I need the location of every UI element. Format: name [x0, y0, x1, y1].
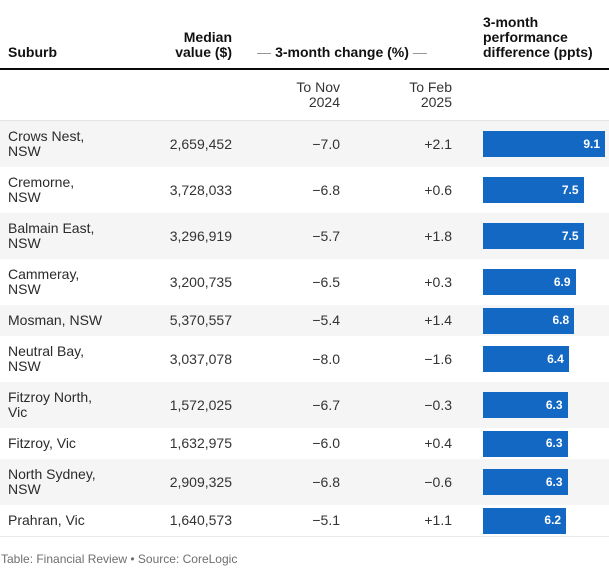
median-value-cell: 2,659,452	[169, 135, 232, 152]
performance-bar-value: 6.9	[553, 274, 571, 289]
suburb-cell: Cammeray, NSW	[8, 266, 80, 297]
performance-bar-cell: 6.4	[452, 346, 609, 372]
performance-bar-cell: 6.2	[452, 507, 609, 534]
table-row: Fitzroy North, Vic 1,572,025 −6.7 −0.3 6.3	[0, 382, 609, 428]
subheader-spacer	[148, 80, 232, 110]
performance-bar-cell: 7.5	[452, 177, 609, 203]
change-to-nov-cell: −7.0	[312, 135, 340, 152]
table-row: Cremorne, NSW 3,728,033 −6.8 +0.6 7.5	[0, 167, 609, 213]
performance-bar-value: 6.2	[544, 513, 562, 527]
subheader-spacer	[452, 80, 609, 110]
median-value-cell: 5,370,557	[169, 312, 232, 328]
table-row: Prahran, Vic 1,640,573 −5.1 +1.1 6.2	[0, 505, 609, 537]
performance-bar: 6.4	[483, 346, 569, 372]
subheader-to-feb-2025: To Feb 2025	[409, 79, 452, 110]
change-to-feb-cell: +0.4	[424, 435, 452, 451]
change-to-feb-cell: −1.6	[424, 350, 452, 367]
subheader-spacer	[0, 80, 148, 110]
change-to-feb-cell: −0.3	[424, 396, 452, 413]
performance-bar-cell: 6.8	[452, 307, 609, 334]
performance-bar-cell: 6.9	[452, 269, 609, 295]
performance-bar-cell: 7.5	[452, 223, 609, 249]
suburb-cell: Fitzroy, Vic	[8, 435, 76, 451]
table-row: Fitzroy, Vic 1,632,975 −6.0 +0.4 6.3	[0, 428, 609, 459]
median-value-cell: 2,909,325	[169, 473, 232, 490]
col-header-suburb: Suburb	[8, 44, 57, 60]
table-body: Crows Nest, NSW 2,659,452 −7.0 +2.1 9.1 Cremo…	[0, 121, 609, 537]
performance-bar-value: 6.3	[545, 436, 563, 450]
median-value-cell: 3,296,919	[169, 227, 232, 244]
header-dash-left: —	[257, 44, 272, 60]
change-to-feb-cell: +2.1	[424, 135, 452, 152]
change-to-nov-cell: −5.4	[312, 312, 340, 328]
performance-bar: 6.3	[483, 469, 568, 495]
performance-bar: 6.3	[483, 392, 568, 418]
suburb-cell: Cremorne, NSW	[8, 174, 75, 205]
performance-bar-value: 6.3	[545, 397, 563, 412]
suburb-cell: Prahran, Vic	[8, 512, 85, 528]
suburb-cell: Fitzroy North, Vic	[8, 389, 93, 420]
performance-bar-value: 6.8	[552, 313, 570, 327]
change-to-nov-cell: −5.1	[312, 512, 340, 528]
median-value-cell: 1,572,025	[169, 396, 232, 413]
performance-bar-value: 9.1	[583, 136, 600, 151]
performance-bar: 6.8	[483, 307, 575, 334]
performance-bar-value: 6.3	[545, 474, 563, 489]
performance-bar-value: 7.5	[561, 182, 579, 197]
change-to-nov-cell: −6.0	[312, 435, 340, 451]
change-to-nov-cell: −6.7	[312, 396, 340, 413]
performance-bar-cell: 6.3	[452, 430, 609, 457]
change-to-feb-cell: +0.3	[424, 273, 452, 290]
suburb-performance-table: Suburb Median value ($) —3-month change …	[0, 0, 609, 566]
suburb-cell: Crows Nest, NSW	[8, 128, 85, 159]
performance-bar: 6.3	[483, 430, 568, 457]
change-to-feb-cell: −0.6	[424, 473, 452, 490]
performance-bar: 7.5	[483, 177, 584, 203]
change-to-nov-cell: −6.5	[312, 273, 340, 290]
suburb-cell: North Sydney, NSW	[8, 466, 96, 497]
suburb-cell: Neutral Bay, NSW	[8, 343, 84, 374]
change-to-feb-cell: +0.6	[424, 181, 452, 198]
performance-bar-value: 7.5	[561, 228, 579, 243]
col-header-3-month-change: —3-month change (%) —	[232, 45, 452, 68]
table-row: Balmain East, NSW 3,296,919 −5.7 +1.8 7.5	[0, 213, 609, 259]
performance-bar: 9.1	[483, 131, 605, 157]
performance-bar-value: 6.4	[547, 351, 564, 366]
performance-bar: 7.5	[483, 223, 584, 249]
median-value-cell: 1,632,975	[169, 435, 232, 451]
header-dash-right: —	[412, 44, 427, 60]
performance-bar: 6.2	[483, 507, 567, 534]
performance-bar-cell: 9.1	[452, 131, 609, 157]
col-header-3-month-change-label: 3-month change (%)	[275, 44, 409, 60]
performance-bar-cell: 6.3	[452, 392, 609, 418]
suburb-cell: Balmain East, NSW	[8, 220, 95, 251]
col-header-median-value: Median value ($)	[175, 29, 232, 60]
median-value-cell: 3,200,735	[169, 273, 232, 290]
change-to-nov-cell: −5.7	[312, 227, 340, 244]
change-to-feb-cell: +1.4	[424, 312, 452, 328]
change-to-nov-cell: −6.8	[312, 473, 340, 490]
col-header-performance-difference: 3-month performance difference (ppts)	[483, 14, 593, 60]
performance-bar: 6.9	[483, 269, 576, 295]
subheader-to-nov-2024: To Nov 2024	[296, 79, 340, 110]
median-value-cell: 3,037,078	[169, 350, 232, 367]
table-header: Suburb Median value ($) —3-month change …	[0, 0, 609, 70]
performance-bar-cell: 6.3	[452, 469, 609, 495]
table-row: Neutral Bay, NSW 3,037,078 −8.0 −1.6 6.4	[0, 336, 609, 382]
table-row: North Sydney, NSW 2,909,325 −6.8 −0.6 6.3	[0, 459, 609, 505]
table-footnote: Table: Financial Review • Source: CoreLo…	[1, 552, 238, 566]
table-row: Cammeray, NSW 3,200,735 −6.5 +0.3 6.9	[0, 259, 609, 305]
suburb-cell: Mosman, NSW	[8, 312, 103, 328]
median-value-cell: 3,728,033	[169, 181, 232, 198]
table-row: Mosman, NSW 5,370,557 −5.4 +1.4 6.8	[0, 305, 609, 336]
table-subheader: To Nov 2024 To Feb 2025	[0, 70, 609, 121]
median-value-cell: 1,640,573	[169, 512, 232, 528]
table-row: Crows Nest, NSW 2,659,452 −7.0 +2.1 9.1	[0, 121, 609, 167]
change-to-feb-cell: +1.1	[424, 512, 452, 528]
change-to-nov-cell: −8.0	[312, 350, 340, 367]
change-to-feb-cell: +1.8	[424, 227, 452, 244]
change-to-nov-cell: −6.8	[312, 181, 340, 198]
